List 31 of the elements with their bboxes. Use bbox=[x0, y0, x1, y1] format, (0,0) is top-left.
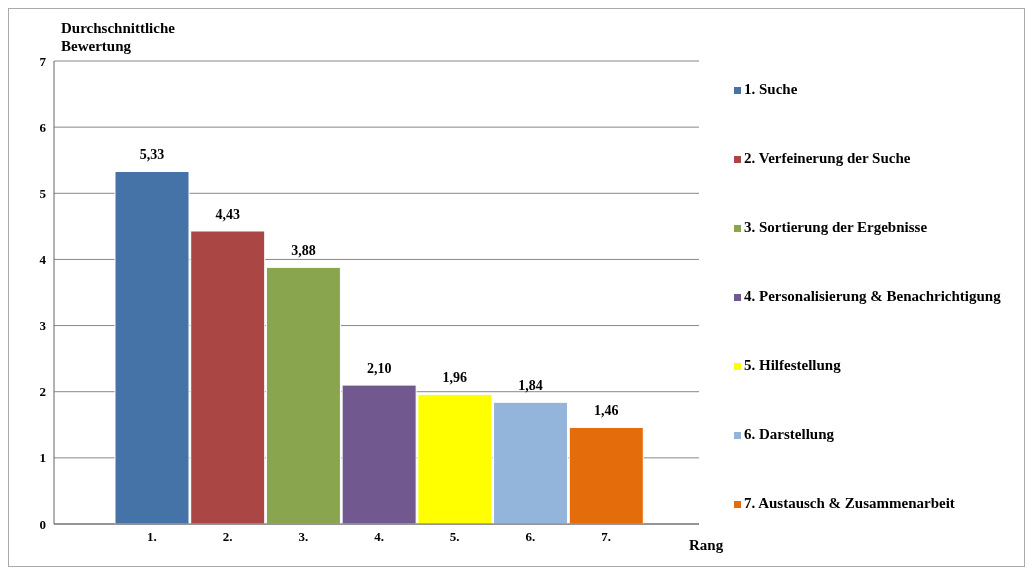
data-label: 5,33 bbox=[139, 147, 165, 163]
y-tick-label: 1 bbox=[39, 450, 46, 466]
x-tick-label: 1. bbox=[146, 529, 157, 545]
x-tick-label: 6. bbox=[525, 529, 536, 545]
y-tick-label: 0 bbox=[39, 516, 46, 532]
y-tick-label: 7 bbox=[39, 53, 47, 69]
legend-label: 6. Darstellung bbox=[744, 426, 834, 443]
data-label: 3,88 bbox=[291, 243, 316, 259]
legend-label: 4. Personalisierung & Benachrichtigung bbox=[744, 288, 1001, 305]
legend-label: 2. Verfeinerung der Suche bbox=[744, 150, 911, 167]
y-tick-label: 5 bbox=[39, 185, 47, 201]
legend-label: 5. Hilfestellung bbox=[744, 357, 841, 374]
y-tick-label: 6 bbox=[39, 119, 47, 135]
y-tick-label: 4 bbox=[39, 252, 47, 268]
y-axis-title: Durchschnittliche Bewertung bbox=[61, 19, 176, 55]
x-tick-label: 4. bbox=[374, 529, 384, 545]
data-label: 4,43 bbox=[215, 206, 240, 222]
legend-label: 1. Suche bbox=[744, 81, 798, 98]
legend-label: 7. Austausch & Zusammenarbeit bbox=[744, 495, 955, 512]
data-label: 1,84 bbox=[518, 378, 543, 394]
y-tick-label: 3 bbox=[39, 318, 47, 334]
x-tick-label: 7. bbox=[601, 529, 612, 545]
data-label: 2,10 bbox=[366, 361, 392, 377]
legend-label: 3. Sortierung der Ergebnisse bbox=[744, 219, 928, 236]
x-tick-label: 3. bbox=[298, 529, 309, 545]
x-tick-label: 5. bbox=[449, 529, 460, 545]
x-tick-label: 2. bbox=[222, 529, 233, 545]
data-label: 1,46 bbox=[594, 403, 619, 419]
x-axis-title: Rang bbox=[689, 537, 724, 554]
y-tick-label: 2 bbox=[39, 384, 46, 400]
data-label: 1,96 bbox=[442, 370, 468, 386]
